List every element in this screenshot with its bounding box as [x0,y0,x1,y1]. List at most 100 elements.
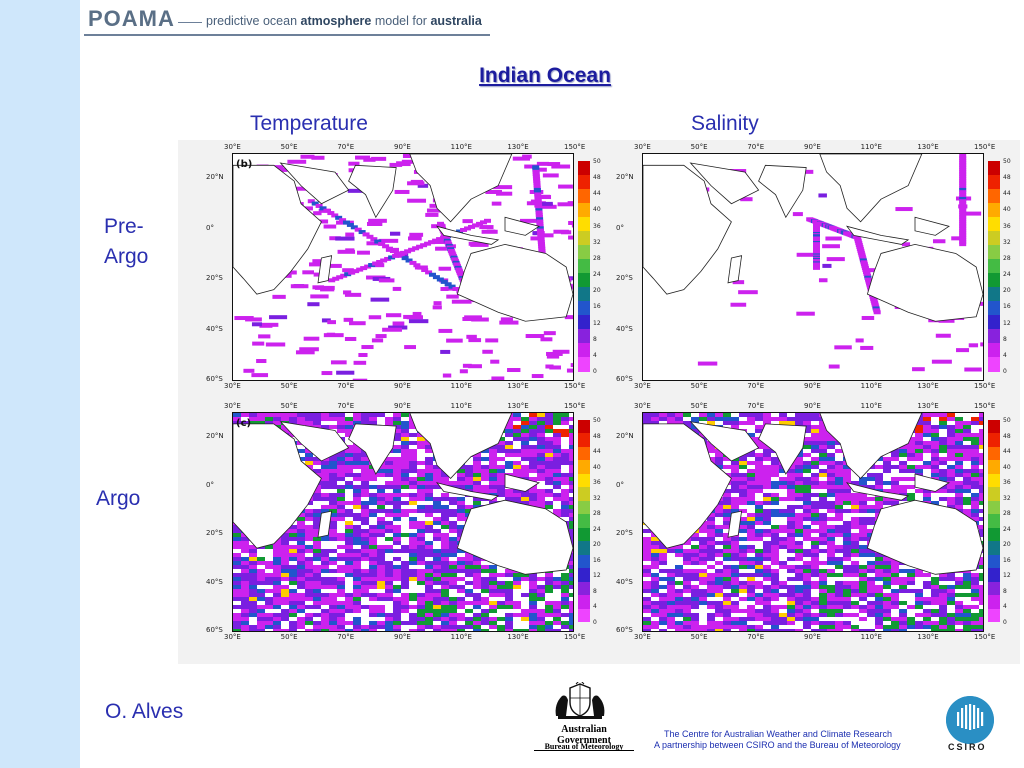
obs-cell [313,537,321,541]
obs-cell [907,445,915,449]
obs-cell [473,501,481,505]
obs-cell [803,489,811,493]
panel-tag: (c) [236,418,252,429]
obs-cell [795,549,803,553]
obs-cell [473,577,481,581]
obs-cell [763,517,771,521]
obs-cell [305,585,313,589]
obs-cell [361,553,369,557]
obs-cell [723,577,731,581]
obs-cell [476,221,484,226]
obs-cell [779,509,787,513]
obs-cell [257,413,265,417]
obs-cell [955,613,963,617]
obs-cell [738,290,758,295]
obs-cell [337,489,345,493]
obs-cell [409,493,417,497]
obs-cell [763,577,771,581]
obs-cell [553,461,561,465]
obs-cell [731,549,739,553]
colorbar-tick-label: 20 [1003,541,1011,549]
obs-cell [732,280,745,285]
obs-cell [371,338,384,343]
obs-cell [707,613,715,617]
obs-cell [803,593,811,597]
colorbar-segment [988,217,1000,232]
obs-cell [441,553,449,557]
obs-cell [505,445,513,449]
obs-cell [349,321,366,326]
lon-tick-label: 30°E [224,143,241,151]
obs-cell [883,585,891,589]
lon-tick-label: 30°E [634,633,651,641]
obs-cell [350,225,358,230]
obs-cell [433,473,441,477]
lon-tick-label: 130°E [917,633,939,641]
obs-cell [449,617,457,621]
obs-cell [505,465,513,469]
obs-cell [907,577,915,581]
obs-cell [787,569,795,573]
obs-cell [377,545,385,549]
obs-cell [899,461,907,465]
obs-cell [843,489,851,493]
obs-cell [827,441,835,445]
obs-cell [377,465,385,469]
obs-cell [651,541,659,545]
obs-cell [561,505,569,509]
obs-cell [425,461,433,465]
obs-cell [329,525,337,529]
obs-cell [787,617,795,621]
obs-cell [433,509,441,513]
obs-cell [939,417,947,421]
obs-cell [375,334,387,339]
obs-cell [545,421,553,425]
obs-cell [457,533,465,537]
obs-cell [707,621,715,625]
obs-cell [329,501,337,505]
obs-cell [763,533,771,537]
obs-cell [337,501,345,505]
obs-cell [571,223,573,228]
obs-cell [691,589,699,593]
obs-cell [353,565,361,569]
obs-cell [289,413,297,417]
obs-cell [529,445,537,449]
obs-cell [979,453,983,457]
obs-cell [339,218,347,223]
column-heading-salinity: Salinity [691,112,759,135]
obs-cell [273,565,281,569]
obs-cell [915,421,923,425]
obs-cell [329,581,337,585]
header-rule [84,34,490,36]
obs-cell [955,437,963,441]
obs-cell [392,253,400,258]
colorbar-tick-label: 16 [593,556,601,564]
obs-cell [497,625,505,629]
obs-cell [699,581,707,585]
obs-cell [771,553,779,557]
obs-cell [497,445,505,449]
obs-cell [337,425,345,429]
obs-cell [329,617,337,621]
obs-cell [345,549,353,553]
obs-cell [489,485,497,489]
obs-cell [795,533,803,537]
obs-cell [939,497,947,501]
obs-cell [489,593,497,597]
obs-cell [659,617,667,621]
obs-cell [233,529,241,533]
obs-cell [811,585,819,589]
obs-cell [819,577,827,581]
obs-cell [755,521,763,525]
obs-cell [691,629,699,631]
obs-cell [755,473,763,477]
obs-cell [337,557,345,561]
lon-tick-label: 30°E [224,402,241,410]
obs-cell [779,413,787,417]
obs-cell [413,263,421,268]
obs-cell [305,413,313,417]
obs-cell [329,629,337,631]
obs-cell [473,477,481,481]
obs-cell [795,585,803,589]
